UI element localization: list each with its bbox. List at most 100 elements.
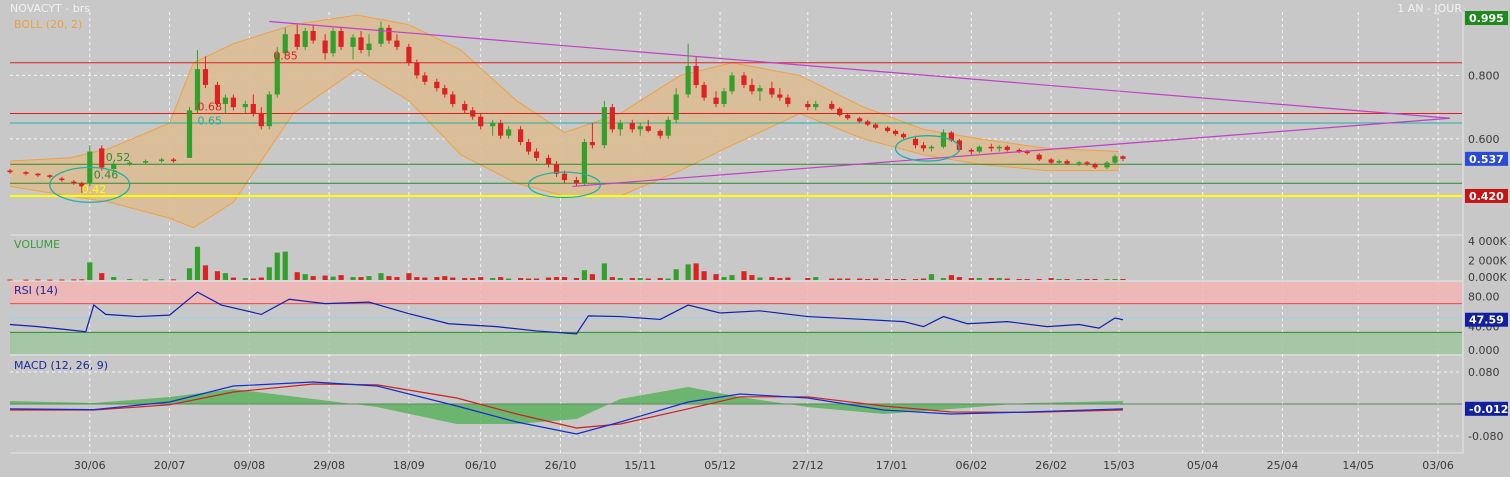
candle-body bbox=[258, 113, 264, 127]
volume-bar bbox=[1064, 279, 1070, 281]
volume-bar bbox=[282, 251, 288, 280]
candle-body bbox=[250, 103, 256, 114]
volume-tick: 2 000K bbox=[1468, 254, 1507, 267]
volume-bar bbox=[358, 277, 364, 280]
volume-bar bbox=[143, 279, 149, 281]
x-tick-label: 29/08 bbox=[313, 459, 345, 472]
volume-bar bbox=[242, 278, 248, 280]
candle-body bbox=[785, 97, 791, 104]
candle-body bbox=[99, 148, 105, 168]
volume-bar bbox=[976, 278, 982, 280]
volume-bar bbox=[645, 278, 651, 280]
candle-body bbox=[35, 173, 41, 176]
volume-bar bbox=[996, 278, 1002, 280]
volume-bar bbox=[111, 277, 117, 280]
rsi-legend: RSI (14) bbox=[14, 284, 58, 297]
candle-body bbox=[777, 94, 783, 98]
highlight-ellipse bbox=[894, 135, 961, 162]
candle-body bbox=[1120, 156, 1126, 159]
candle-body bbox=[214, 84, 221, 104]
candle-body bbox=[59, 178, 65, 181]
candle-body bbox=[617, 123, 623, 130]
volume-bar bbox=[186, 268, 193, 280]
rsi-line bbox=[9, 291, 1124, 335]
macd-histogram bbox=[10, 387, 1123, 424]
candle-body bbox=[242, 103, 248, 108]
candle-body bbox=[186, 110, 193, 158]
candle-body bbox=[912, 138, 919, 146]
candle-body bbox=[294, 34, 300, 47]
volume-bar bbox=[87, 262, 93, 280]
volume-bar bbox=[170, 279, 177, 281]
volume-bar bbox=[338, 275, 344, 280]
candle-body bbox=[462, 103, 468, 111]
x-tick-label: 09/08 bbox=[233, 459, 265, 472]
candle-body bbox=[414, 62, 420, 76]
candle-body bbox=[358, 37, 364, 51]
candle-body bbox=[665, 119, 671, 136]
volume-bar bbox=[693, 263, 699, 280]
volume-bar bbox=[274, 252, 280, 280]
level-annotation: 0.68 bbox=[197, 100, 222, 113]
volume-bar bbox=[330, 276, 336, 280]
period-label[interactable]: 1 AN - JOUR bbox=[1397, 2, 1462, 15]
candle-body bbox=[996, 146, 1002, 149]
candle-body bbox=[701, 84, 707, 98]
volume-bar bbox=[490, 278, 496, 280]
price-low-badge-bg bbox=[1465, 188, 1508, 203]
candle-body bbox=[525, 142, 532, 152]
volume-bar bbox=[1084, 279, 1090, 281]
candle-body bbox=[857, 118, 863, 122]
candle-body bbox=[366, 43, 372, 51]
volume-bar bbox=[673, 269, 679, 280]
candle-body bbox=[71, 181, 77, 184]
rsi-badge: 47.59 bbox=[1469, 314, 1504, 327]
volume-bar bbox=[777, 278, 783, 280]
rsi-tick: 80.00 bbox=[1468, 290, 1500, 303]
volume-bar bbox=[785, 277, 791, 280]
candle-body bbox=[645, 126, 651, 131]
macd-badge-bg bbox=[1465, 401, 1508, 416]
volume-bar bbox=[769, 277, 775, 280]
volume-bar bbox=[873, 278, 879, 280]
volume-bar bbox=[900, 279, 907, 281]
candle-body bbox=[1024, 151, 1030, 154]
volume-bar bbox=[462, 278, 468, 280]
macd-legend: MACD (12, 26, 9) bbox=[14, 359, 108, 372]
candle-body bbox=[498, 123, 504, 136]
level-annotation: 0.85 bbox=[273, 50, 298, 63]
candle-body bbox=[330, 31, 336, 54]
candle-body bbox=[553, 164, 560, 174]
macd-tick: -0.080 bbox=[1468, 430, 1503, 443]
volume-bar bbox=[294, 272, 300, 280]
volume-bar bbox=[956, 277, 962, 280]
x-tick-label: 26/02 bbox=[1035, 459, 1067, 472]
candle-body bbox=[490, 123, 496, 127]
candle-body bbox=[422, 75, 428, 82]
x-tick-label: 06/10 bbox=[465, 459, 497, 472]
candle-body bbox=[837, 108, 843, 116]
volume-bar bbox=[378, 273, 384, 280]
candle-body bbox=[434, 81, 440, 89]
volume-bar bbox=[829, 278, 835, 280]
candle-body bbox=[202, 69, 209, 85]
volume-bar bbox=[553, 277, 560, 280]
volume-bar bbox=[1016, 279, 1022, 281]
volume-bar bbox=[1036, 279, 1042, 281]
volume-tick: 0.000K bbox=[1468, 271, 1507, 284]
candle-body bbox=[350, 37, 356, 47]
candle-body bbox=[657, 130, 663, 136]
candle-body bbox=[322, 40, 328, 54]
level-annotation: 0.42 bbox=[82, 183, 107, 196]
candle-body bbox=[1104, 162, 1110, 168]
volume-bar bbox=[561, 277, 568, 280]
candle-body bbox=[865, 121, 871, 125]
candle-body bbox=[310, 31, 316, 41]
highlight-ellipse bbox=[527, 171, 602, 199]
volume-bar bbox=[450, 277, 456, 280]
volume-bar bbox=[47, 279, 53, 281]
volume-legend: VOLUME bbox=[14, 238, 60, 251]
volume-bar bbox=[422, 277, 428, 280]
candle-body bbox=[506, 129, 512, 136]
x-tick-label: 18/09 bbox=[393, 459, 425, 472]
